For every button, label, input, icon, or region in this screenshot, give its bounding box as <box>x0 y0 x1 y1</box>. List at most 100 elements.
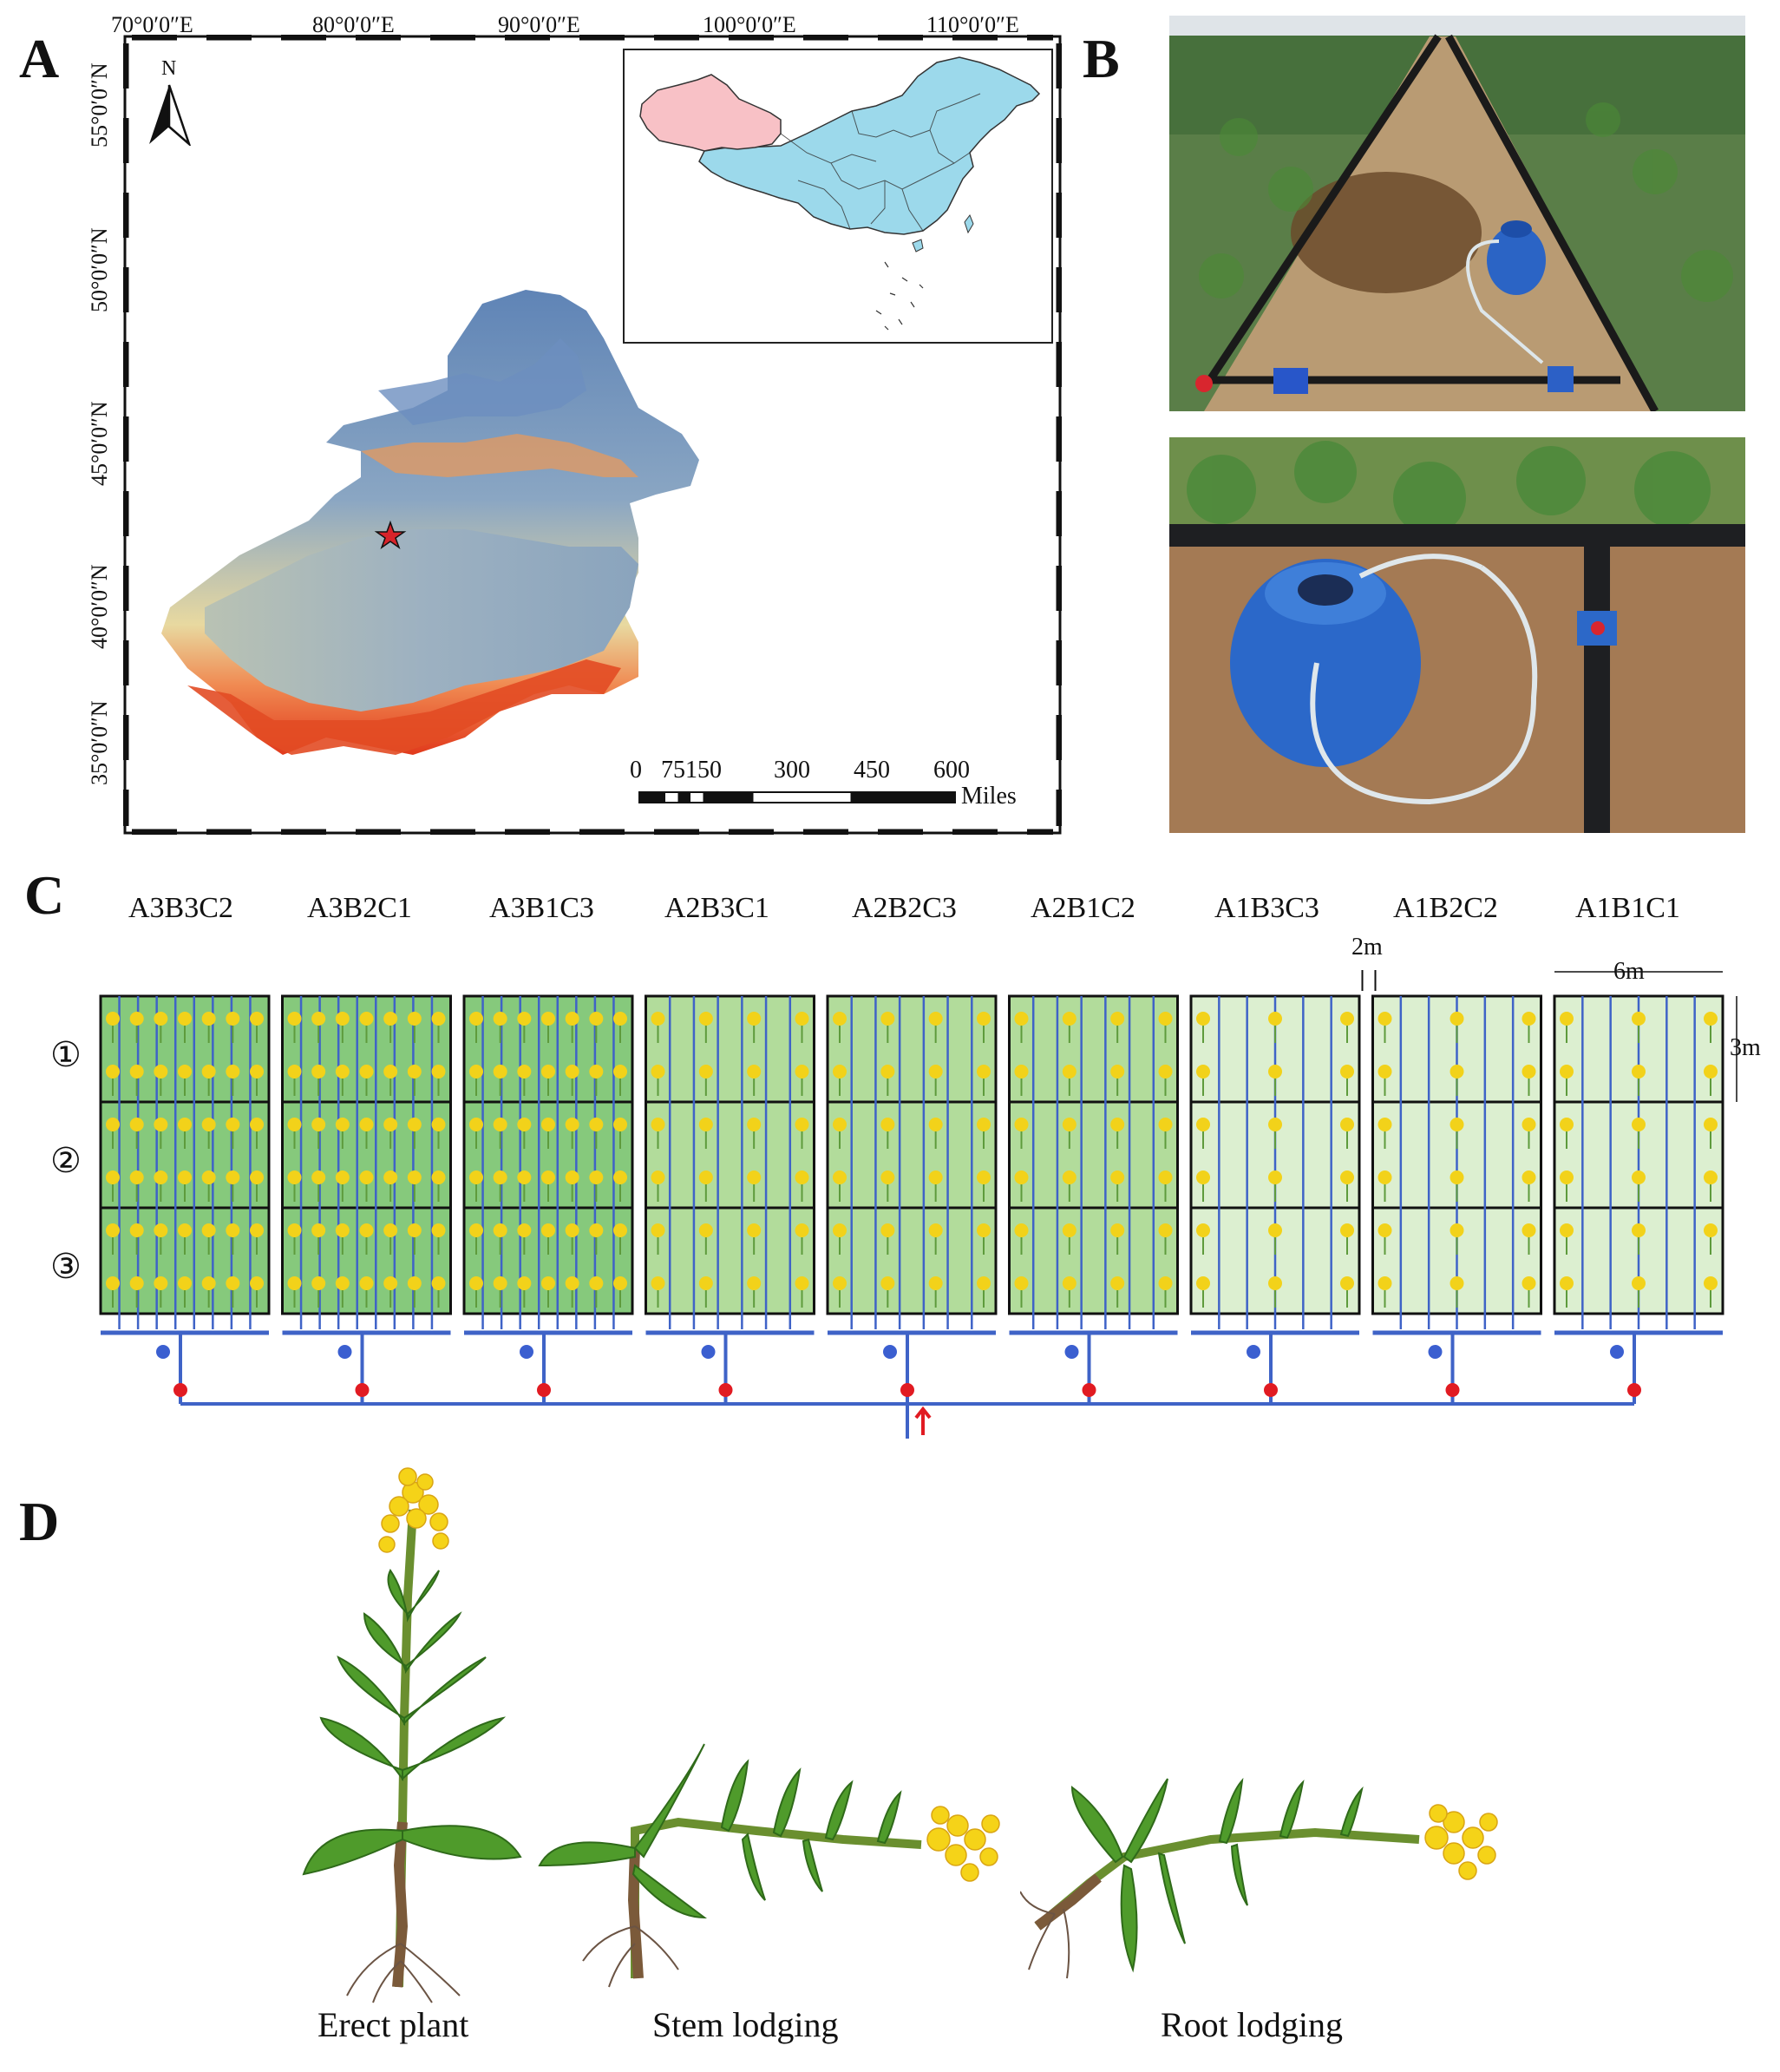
plant-icon <box>1014 1065 1029 1079</box>
plant-icon <box>469 1118 483 1131</box>
plant-icon <box>226 1065 240 1079</box>
plant-icon <box>1522 1276 1536 1290</box>
plant-icon <box>1632 1223 1646 1237</box>
plant-icon <box>154 1170 168 1184</box>
plant-icon <box>880 1118 895 1131</box>
plant-icon <box>383 1012 398 1026</box>
plant-icon <box>201 1065 216 1079</box>
plant-icon <box>201 1012 216 1026</box>
plant-icon <box>1268 1012 1282 1026</box>
plant-icon <box>1632 1065 1646 1079</box>
replicate-label-1: ① <box>50 1035 82 1074</box>
plant-icon <box>469 1065 483 1079</box>
plant-icon <box>589 1170 604 1184</box>
plot-block <box>281 994 452 1315</box>
plant-icon <box>469 1223 483 1237</box>
plant-icon <box>431 1170 446 1184</box>
plant-icon <box>1450 1170 1464 1184</box>
plant-icon <box>1110 1012 1125 1026</box>
plant-icon <box>1340 1118 1354 1131</box>
plant-icon <box>311 1223 326 1237</box>
plant-icon <box>1062 1118 1077 1131</box>
plant-icon <box>1196 1012 1210 1026</box>
plant-icon <box>1062 1223 1077 1237</box>
plant-icon <box>493 1118 507 1131</box>
plant-icon <box>178 1118 192 1131</box>
plant-icon <box>154 1276 168 1290</box>
plant-icon <box>541 1170 555 1184</box>
plant-icon <box>833 1012 847 1026</box>
plant-icon <box>517 1223 532 1237</box>
caption-erect-plant: Erect plant <box>317 2005 469 2044</box>
plant-icon <box>928 1012 943 1026</box>
plant-icon <box>1632 1118 1646 1131</box>
plant-icon <box>1450 1065 1464 1079</box>
plant-icon <box>977 1065 991 1079</box>
panel-label-b: B <box>1083 28 1120 89</box>
plant-icon <box>589 1223 604 1237</box>
plant-icon <box>226 1223 240 1237</box>
plot-block <box>462 994 634 1315</box>
plant-icon <box>250 1223 264 1237</box>
plant-icon <box>178 1170 192 1184</box>
plant-icon <box>226 1012 240 1026</box>
plant-icon <box>154 1065 168 1079</box>
plant-icon <box>795 1012 809 1026</box>
plant-icon <box>565 1065 579 1079</box>
valve-icon <box>900 1383 914 1397</box>
latitude-label-45: 45°0′0″N <box>87 401 112 486</box>
plant-icon <box>613 1170 627 1184</box>
north-arrow-svg <box>149 84 192 148</box>
plot-label-a1b1c1: A1B1C1 <box>1575 892 1680 924</box>
north-arrow-icon <box>146 83 193 150</box>
plant-icon <box>1632 1170 1646 1184</box>
plant-icon <box>1158 1223 1173 1237</box>
plant-icon <box>1522 1223 1536 1237</box>
plot-block <box>826 994 998 1315</box>
plant-icon <box>1378 1276 1392 1290</box>
caption-root-lodging: Root lodging <box>1161 2005 1344 2044</box>
plant-icon <box>1560 1223 1574 1237</box>
fertilizer-tank-icon <box>883 1345 897 1359</box>
plant-icon <box>1014 1012 1029 1026</box>
valve-icon <box>355 1383 370 1397</box>
plot-label-a1b3c3: A1B3C3 <box>1214 892 1319 924</box>
plant-icon <box>154 1223 168 1237</box>
plant-icon <box>1196 1276 1210 1290</box>
plant-icon <box>1158 1118 1173 1131</box>
plant-icon <box>1014 1223 1029 1237</box>
plant-icon <box>311 1276 326 1290</box>
fertilizer-tank-icon <box>1610 1345 1624 1359</box>
plant-icon <box>1378 1118 1392 1131</box>
plant-icon <box>1110 1276 1125 1290</box>
plant-icon <box>747 1065 762 1079</box>
plant-icon <box>1450 1012 1464 1026</box>
plant-icon <box>1378 1012 1392 1026</box>
plant-icon <box>129 1065 144 1079</box>
plant-icon <box>1560 1065 1574 1079</box>
panel-label-c: C <box>24 864 65 926</box>
plot-layout <box>87 954 1770 1453</box>
plant-icon <box>431 1223 446 1237</box>
stem-lodging-illustration <box>531 1709 1017 2000</box>
plant-icon <box>431 1276 446 1290</box>
erect-plant-svg <box>302 1467 522 2003</box>
plot-label-a2b1c2: A2B1C2 <box>1031 892 1135 924</box>
plant-icon <box>977 1276 991 1290</box>
plant-icon <box>469 1012 483 1026</box>
plant-icon <box>1014 1170 1029 1184</box>
plant-icon <box>287 1170 302 1184</box>
plant-icon <box>1704 1012 1718 1026</box>
plant-icon <box>541 1012 555 1026</box>
plant-icon <box>565 1276 579 1290</box>
plant-icon <box>335 1012 350 1026</box>
plant-icon <box>359 1065 374 1079</box>
scale-tick-0: 0 <box>630 757 642 784</box>
plant-icon <box>178 1012 192 1026</box>
plant-icon <box>383 1118 398 1131</box>
plant-icon <box>1560 1170 1574 1184</box>
plant-icon <box>287 1223 302 1237</box>
plant-icon <box>226 1276 240 1290</box>
plant-icon <box>613 1065 627 1079</box>
plant-icon <box>565 1118 579 1131</box>
